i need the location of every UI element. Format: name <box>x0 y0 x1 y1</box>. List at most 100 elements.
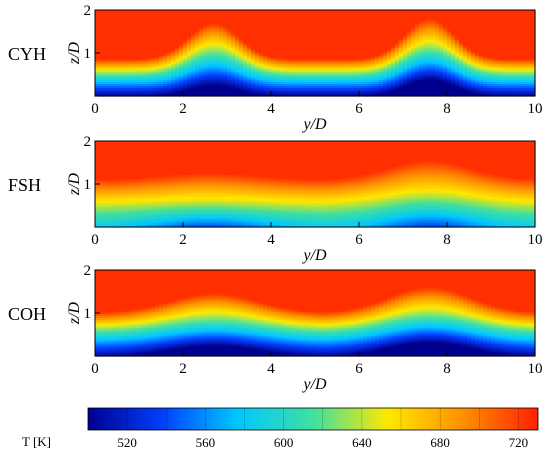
field-cell <box>143 70 148 73</box>
field-cell <box>219 72 224 75</box>
field-cell <box>263 36 268 39</box>
field-cell <box>207 10 212 13</box>
field-cell <box>267 42 272 45</box>
field-cell <box>439 24 444 27</box>
field-cell <box>211 58 216 61</box>
field-cell <box>483 62 488 65</box>
field-cell <box>115 28 120 31</box>
field-cell <box>499 10 504 13</box>
field-cell <box>315 72 320 75</box>
field-cell <box>411 36 416 39</box>
field-cell <box>479 64 484 67</box>
field-cell <box>203 28 208 31</box>
field-cell <box>371 78 376 81</box>
field-cell <box>127 60 132 63</box>
field-cell <box>339 66 344 69</box>
field-cell <box>139 32 144 35</box>
field-cell <box>143 50 148 53</box>
field-cell <box>143 22 148 25</box>
field-cell <box>531 58 536 61</box>
field-cell <box>459 74 464 77</box>
field-cell <box>411 32 416 35</box>
field-cell <box>455 74 460 77</box>
field-cell <box>359 18 364 21</box>
field-cell <box>95 50 100 53</box>
field-cell <box>291 66 296 69</box>
field-cell <box>95 58 100 61</box>
field-cell <box>239 84 244 87</box>
field-cell <box>523 30 528 33</box>
field-cell <box>375 18 380 21</box>
field-cell <box>227 34 232 37</box>
field-cell <box>247 38 252 41</box>
field-cell <box>503 26 508 29</box>
field-cell <box>407 40 412 43</box>
field-cell <box>435 66 440 69</box>
field-cell <box>163 66 168 69</box>
field-cell <box>523 16 528 19</box>
field-cell <box>175 22 180 25</box>
field-cell <box>491 76 496 79</box>
field-cell <box>139 12 144 15</box>
field-cell <box>243 72 248 75</box>
field-cell <box>447 68 452 71</box>
field-cell <box>403 38 408 41</box>
field-cell <box>379 58 384 61</box>
field-cell <box>483 24 488 27</box>
field-cell <box>111 84 116 87</box>
field-cell <box>127 78 132 81</box>
field-cell <box>435 38 440 41</box>
field-cell <box>443 60 448 63</box>
field-cell <box>459 16 464 19</box>
field-cell <box>183 64 188 67</box>
field-cell <box>211 84 216 87</box>
field-cell <box>523 32 528 35</box>
field-cell <box>263 32 268 35</box>
field-cell <box>275 14 280 17</box>
field-cell <box>143 72 148 75</box>
field-cell <box>375 64 380 67</box>
field-cell <box>323 30 328 33</box>
field-cell <box>383 82 388 85</box>
field-cell <box>407 30 412 33</box>
field-cell <box>319 40 324 43</box>
field-cell <box>179 38 184 41</box>
field-cell <box>243 38 248 41</box>
field-cell <box>323 14 328 17</box>
field-cell <box>259 76 264 79</box>
field-cell <box>255 28 260 31</box>
field-cell <box>355 58 360 61</box>
field-cell <box>211 24 216 27</box>
field-cell <box>527 18 532 21</box>
field-cell <box>163 40 168 43</box>
field-cell <box>283 32 288 35</box>
field-cell <box>371 38 376 41</box>
field-cell <box>231 22 236 25</box>
field-cell <box>151 24 156 27</box>
field-cell <box>475 76 480 79</box>
field-cell <box>435 54 440 57</box>
field-cell <box>523 34 528 37</box>
field-cell <box>511 66 516 69</box>
field-cell <box>295 16 300 19</box>
field-cell <box>171 64 176 67</box>
field-cell <box>291 74 296 77</box>
field-cell <box>327 10 332 13</box>
field-cell <box>167 84 172 87</box>
field-cell <box>367 52 372 55</box>
field-cell <box>111 12 116 15</box>
field-cell <box>283 48 288 51</box>
field-cell <box>507 16 512 19</box>
field-cell <box>227 16 232 19</box>
field-cell <box>351 46 356 49</box>
field-cell <box>315 12 320 15</box>
field-cell <box>259 58 264 61</box>
field-cell <box>291 20 296 23</box>
field-cell <box>451 70 456 73</box>
field-cell <box>319 50 324 53</box>
field-cell <box>527 64 532 67</box>
field-cell <box>363 18 368 21</box>
field-cell <box>111 26 116 29</box>
field-cell <box>159 20 164 23</box>
field-cell <box>111 40 116 43</box>
